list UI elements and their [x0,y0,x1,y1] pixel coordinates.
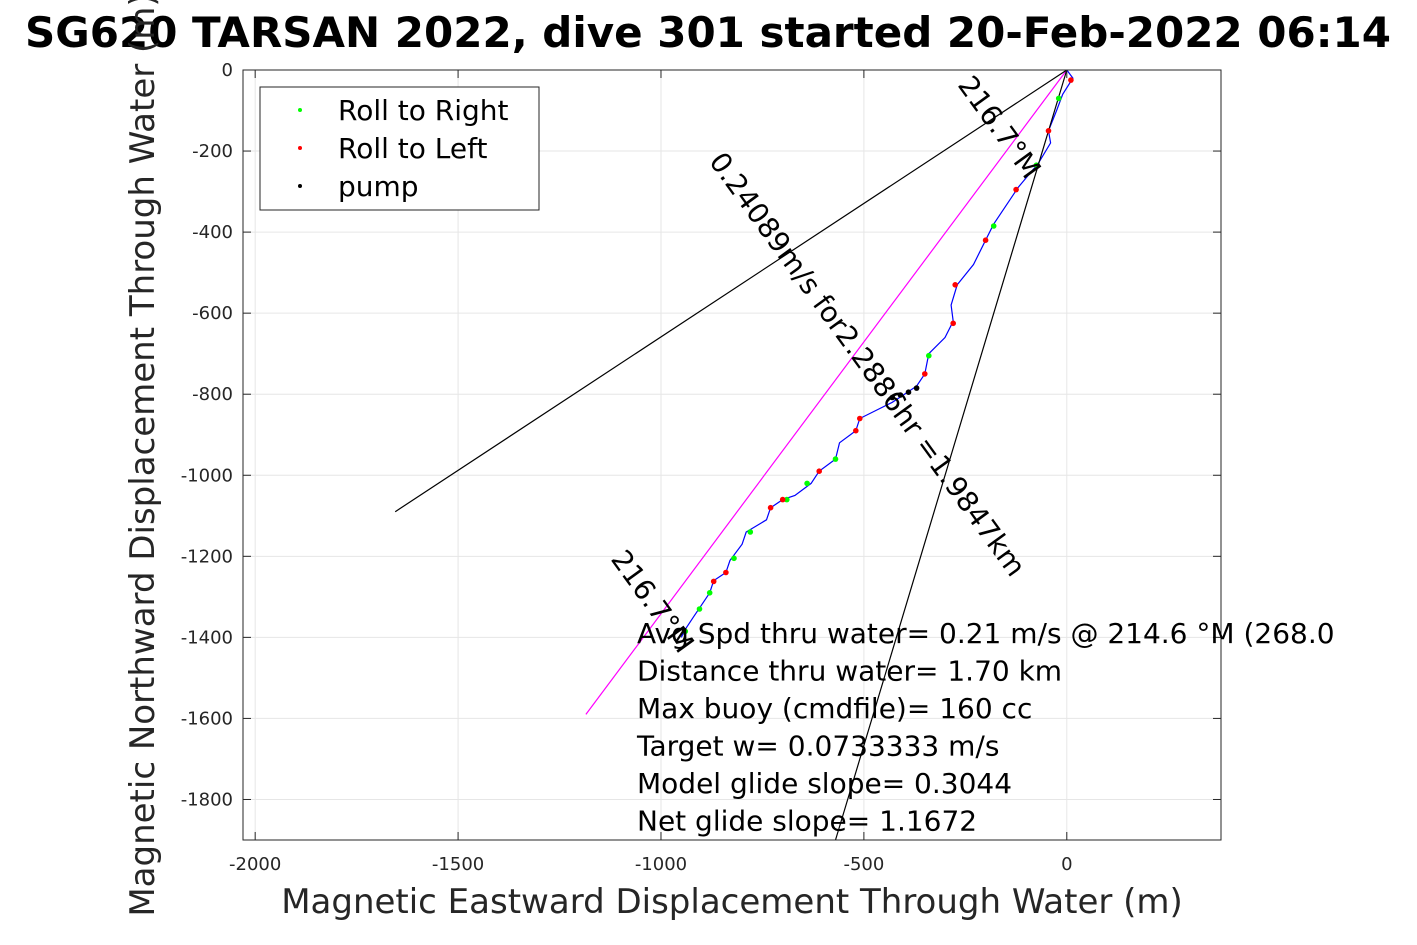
x-tick-label: -500 [843,854,884,875]
series-bound-line-2 [834,69,1068,841]
y-tick-label: -400 [192,222,233,243]
marker-right [682,628,689,635]
marker-right [832,456,839,462]
marker-right [731,555,737,562]
legend: Roll to Right Roll to Left pump [259,86,540,211]
marker-left [767,504,774,511]
stat-line: Distance thru water= 1.70 km [637,655,1062,688]
marker-layer [682,77,1074,635]
legend-marker [298,184,302,188]
x-tick-label: -1500 [432,854,484,875]
marker-left [1068,77,1074,83]
legend-label: Roll to Right [338,94,509,127]
marker-left [853,427,859,434]
marker-left [710,578,717,585]
marker-right [1033,162,1040,168]
marker-left [952,282,958,288]
stat-line: Max buoy (cmdfile)= 160 cc [637,692,1032,725]
marker-left [922,371,928,377]
marker-pump [905,389,912,396]
marker-pump [913,385,920,391]
marker-right [1055,95,1062,102]
series-heading-line [585,69,1068,715]
marker-left [779,496,786,503]
x-axis-label: Magnetic Eastward Displacement Through W… [281,882,1183,922]
marker-left [1013,186,1019,193]
marker-right [696,606,703,612]
marker-right [784,496,790,503]
series-bound-line-1 [394,69,1068,513]
marker-left [950,320,956,327]
x-tick-label: -2000 [229,854,281,875]
stat-line: Net glide slope= 1.1672 [637,805,977,838]
legend-label: Roll to Left [338,132,487,165]
y-tick-label: 0 [222,60,233,81]
chart-title: SG620 TARSAN 2022, dive 301 started 20-F… [25,8,1391,57]
y-tick-label: -1200 [181,546,233,567]
marker-right [926,352,932,359]
series-layer [394,69,1074,841]
y-tick-label: -800 [192,384,233,405]
y-ticks: 0 -200 -400 -600 -800 -1000 -1200 -1400 -1600 -18… [181,60,1221,810]
x-ticks: -2000 -1500 -1000 -500 0 [229,70,1073,875]
plot-frame [242,69,1222,841]
y-tick-label: -1800 [181,789,233,810]
stat-line: Model glide slope= 0.3044 [637,767,1012,800]
legend-box [259,86,540,211]
marker-left [816,468,822,475]
marker-right [747,529,754,535]
stat-line: Target w= 0.0733333 m/s [636,730,999,763]
stats-block: Avg Spd thru water= 0.21 m/s @ 214.6 °M … [636,617,1335,838]
marker-left [982,237,989,243]
x-tick-label: 0 [1061,854,1072,875]
legend-marker [298,146,302,150]
y-tick-label: -200 [192,141,233,162]
marker-right [804,480,810,487]
marker-pump [889,394,896,401]
legend-marker [298,108,302,112]
marker-right [706,590,713,596]
marker-right [990,223,997,229]
marker-left [857,415,863,422]
marker-left [1045,128,1052,134]
y-axis-label: Magnetic Northward Displacement Through … [123,0,163,917]
stat-line: Avg Spd thru water= 0.21 m/s @ 214.6 °M … [637,617,1335,650]
y-tick-label: -1600 [181,708,233,729]
x-tick-label: -1000 [635,854,687,875]
marker-pump [897,392,904,398]
y-tick-label: -1400 [181,627,233,648]
series-track [680,69,1074,638]
y-tick-label: -600 [192,303,233,324]
legend-label: pump [338,170,419,203]
y-tick-label: -1000 [181,465,233,486]
marker-left [723,569,729,576]
